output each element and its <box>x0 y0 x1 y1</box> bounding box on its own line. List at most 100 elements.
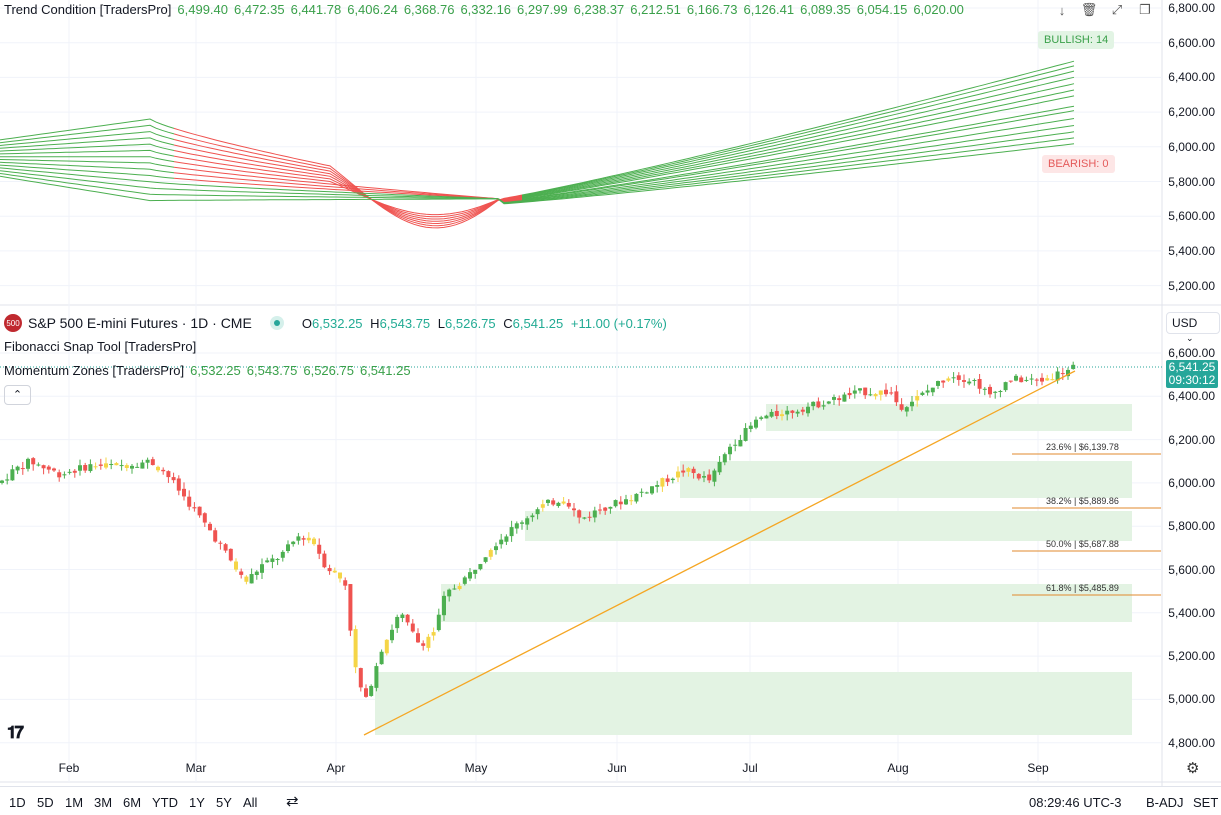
price-tick-label: 5,200.00 <box>1168 278 1215 293</box>
candle-body <box>561 501 566 504</box>
candle <box>618 496 623 510</box>
session-toggle[interactable]: SET <box>1193 795 1219 810</box>
candle-body <box>806 406 810 414</box>
candle <box>691 466 696 479</box>
candle <box>494 542 498 555</box>
fib-indicator-label[interactable]: Fibonacci Snap Tool [TradersPro] <box>4 339 197 354</box>
trend-condition-title[interactable]: Trend Condition [TradersPro] <box>4 2 172 17</box>
market-status-icon[interactable] <box>269 316 284 330</box>
candle <box>644 491 649 494</box>
timeframe-1y-button[interactable]: 1Y <box>189 795 205 810</box>
candle <box>670 477 675 484</box>
candle-body <box>738 440 743 447</box>
timeframe-3m-button[interactable]: 3M <box>94 795 113 810</box>
candle <box>577 509 582 524</box>
currency-select[interactable]: USD ⌄ <box>1166 312 1220 343</box>
time-tick-label: Feb <box>58 761 80 775</box>
candle <box>520 520 524 530</box>
timeframe-6m-button[interactable]: 6M <box>123 795 142 810</box>
momentum-value: 6,526.75 <box>303 363 354 378</box>
candle-body <box>57 472 62 478</box>
trend-condition-line <box>173 161 523 216</box>
momentum-indicator-label[interactable]: Momentum Zones [TradersPro] <box>4 363 185 378</box>
candle <box>967 378 972 386</box>
candle <box>572 502 576 517</box>
candle-body <box>878 390 883 395</box>
restore-icon[interactable]: ❐ <box>1139 2 1151 17</box>
candle <box>327 564 332 575</box>
trend-condition-line <box>0 131 1075 204</box>
candle <box>863 387 868 399</box>
price-tick-label: 6,000.00 <box>1168 475 1215 490</box>
candle-body <box>686 468 691 472</box>
timeframe-ytd-button[interactable]: YTD <box>152 795 178 810</box>
candle <box>868 388 873 397</box>
trend-condition-line <box>0 118 175 141</box>
candle <box>806 402 810 417</box>
time-tick-label: Jun <box>607 761 627 775</box>
candle <box>738 434 743 447</box>
candle-body <box>405 614 410 623</box>
candle <box>431 627 436 641</box>
timeframe-all-button[interactable]: All <box>243 795 258 810</box>
candle-body <box>223 544 228 551</box>
maximize-icon[interactable]: ⤢ <box>1111 2 1123 17</box>
candle <box>1055 367 1060 384</box>
trend-condition-line <box>0 137 175 149</box>
candle <box>660 477 665 492</box>
candle <box>780 409 784 421</box>
trend-condition-line <box>173 127 523 229</box>
candle <box>977 373 982 394</box>
candle-body <box>374 666 379 688</box>
collapse-indicators-button[interactable]: ⌃ <box>4 385 31 405</box>
candle <box>722 452 727 466</box>
candle <box>1034 378 1039 387</box>
candle <box>930 387 935 397</box>
timeframe-1d-button[interactable]: 1D <box>9 795 26 810</box>
candle-body <box>442 595 446 616</box>
candle <box>416 628 420 643</box>
price-tick-label: 6,400.00 <box>1168 70 1215 85</box>
adjustment-toggle[interactable]: B-ADJ <box>1146 795 1184 810</box>
clock-time[interactable]: 08:29:46 UTC-3 <box>1029 795 1122 810</box>
timeframe-5y-button[interactable]: 5Y <box>216 795 232 810</box>
delete-icon[interactable]: 🗑 <box>1080 2 1098 17</box>
tradingview-logo[interactable]: 𝟏𝟕 <box>7 723 24 742</box>
candle <box>1050 373 1055 381</box>
timeframe-1m-button[interactable]: 1M <box>65 795 84 810</box>
date-range-icon[interactable]: ⇄ <box>286 793 299 810</box>
symbol-title[interactable]: S&P 500 E-mini Futures · 1D · CME <box>28 315 252 331</box>
candle-body <box>270 558 275 562</box>
candle <box>156 465 160 473</box>
candle-body <box>613 500 618 507</box>
trend-condition-values: 6,499.40 6,472.35 6,441.78 6,406.24 6,368.76… <box>177 2 970 17</box>
candle <box>140 459 145 469</box>
candle-body <box>754 419 758 428</box>
candle-body <box>525 518 530 525</box>
candle-body <box>592 510 597 518</box>
candle <box>296 532 301 545</box>
chart-settings-icon[interactable]: ⚙ <box>1186 760 1200 777</box>
candle <box>884 383 888 397</box>
candle-body <box>348 584 353 631</box>
candle-body <box>52 468 56 471</box>
candle-body <box>847 392 852 396</box>
candle-body <box>156 466 160 471</box>
candle <box>452 584 457 590</box>
candle-body <box>858 388 862 391</box>
candle-body <box>530 515 535 518</box>
candle-body <box>83 464 88 471</box>
candle-body <box>702 476 706 478</box>
price-tick-label: 4,800.00 <box>1168 735 1215 750</box>
candle <box>852 385 857 399</box>
candle <box>982 387 987 396</box>
candle <box>395 614 400 633</box>
candle-body <box>1034 379 1039 381</box>
timeframe-5d-button[interactable]: 5D <box>37 795 54 810</box>
candle-body <box>670 478 675 481</box>
candle <box>228 548 233 562</box>
candle <box>317 538 322 560</box>
candle-body <box>140 462 145 469</box>
move-down-icon[interactable]: ↓ <box>1058 2 1066 18</box>
